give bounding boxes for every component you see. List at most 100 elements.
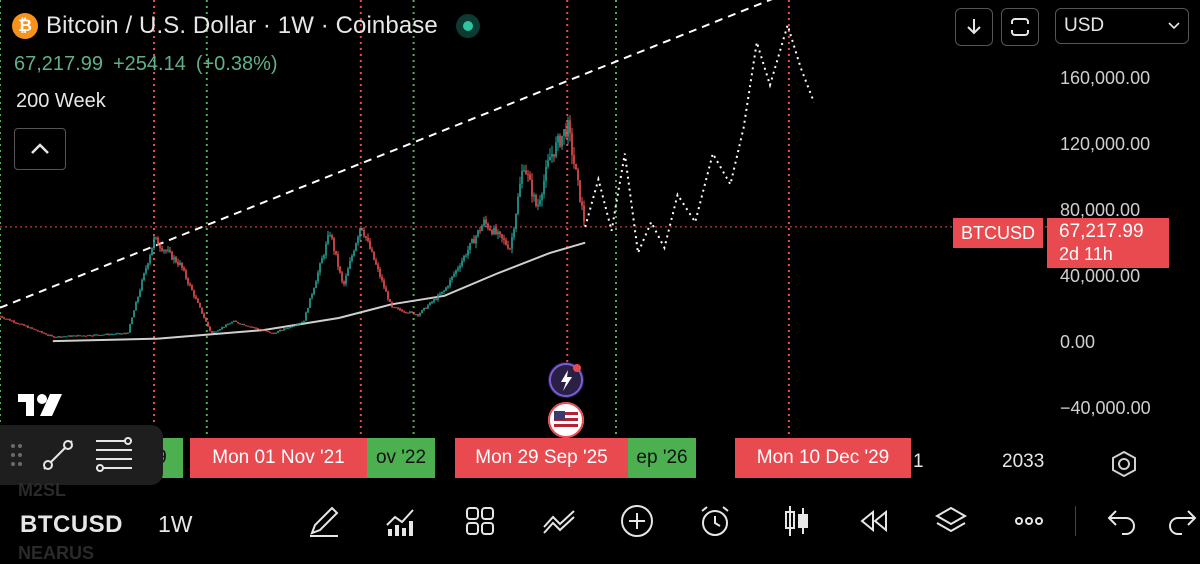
trendline[interactable] — [0, 0, 814, 309]
price-change-pct: (+0.38%) — [195, 53, 278, 75]
candle-body — [491, 230, 493, 235]
candle-body — [239, 323, 241, 325]
compare-icon[interactable] — [541, 503, 577, 539]
chevron-up-icon — [31, 143, 49, 154]
candle-body — [211, 331, 213, 333]
candle-body — [97, 334, 99, 336]
bitcoin-logo-icon: ₿ — [12, 13, 38, 39]
candle-body — [101, 334, 103, 336]
candle-body — [399, 308, 401, 311]
collapse-legend-button[interactable] — [14, 128, 66, 170]
us-flag-icon[interactable] — [548, 402, 584, 438]
interval-button[interactable]: 1W — [158, 511, 193, 537]
replay-icon[interactable] — [856, 503, 892, 539]
candles-icon[interactable] — [778, 503, 814, 539]
candle-body — [71, 335, 73, 337]
currency-select[interactable]: USD — [1055, 8, 1189, 44]
candle-body — [151, 247, 153, 256]
candle-body — [579, 180, 581, 202]
undo-icon[interactable] — [1104, 503, 1140, 539]
add-icon[interactable] — [619, 503, 655, 539]
ma-200-week-line — [52, 241, 586, 343]
price-tick: 80,000.00 — [1060, 200, 1141, 220]
candle-body — [33, 328, 35, 330]
candle-body — [461, 260, 463, 267]
candle-body — [207, 321, 209, 327]
candle-body — [67, 335, 69, 337]
candle-body — [321, 258, 323, 264]
chart-settings-icon[interactable] — [1110, 450, 1138, 478]
candle-body — [189, 283, 191, 286]
candle-body — [537, 204, 539, 207]
brush-icon[interactable] — [306, 503, 342, 539]
candle-body — [107, 333, 109, 335]
candle-body — [357, 236, 359, 244]
candle-body — [65, 336, 67, 338]
candle-body — [173, 257, 175, 260]
indicator-label[interactable]: 200 Week — [16, 90, 106, 112]
candle-body — [457, 268, 459, 271]
candle-body — [565, 129, 567, 137]
drawing-toolbar — [0, 425, 163, 485]
layouts-icon[interactable] — [462, 503, 498, 539]
candle-body — [547, 160, 549, 167]
candle-body — [555, 142, 557, 157]
candle-body — [223, 326, 225, 328]
price-quote: 67,217.99 +254.14 (+0.38%) — [14, 53, 278, 76]
candle-body — [193, 290, 195, 297]
candle-body — [469, 243, 471, 251]
fib-tool-icon[interactable] — [92, 435, 136, 475]
price-change: +254.14 — [112, 53, 186, 75]
candle-body — [431, 301, 433, 303]
candle-body — [359, 228, 361, 237]
candle-body — [19, 323, 21, 325]
candle-body — [445, 287, 447, 291]
candle-body — [279, 329, 281, 332]
symbol-title[interactable]: Bitcoin / U.S. Dollar · 1W · Coinbase — [46, 12, 438, 39]
candle-body — [231, 321, 233, 324]
candle-body — [179, 262, 181, 265]
candle-body — [31, 327, 33, 329]
price-chart[interactable] — [0, 0, 1200, 486]
market-status-icon[interactable] — [455, 14, 480, 38]
candle-body — [353, 250, 355, 256]
projection-path[interactable] — [584, 21, 815, 257]
more-icon[interactable] — [1011, 503, 1047, 539]
redo-icon[interactable] — [1164, 503, 1200, 539]
symbol-button[interactable]: BTCUSD — [20, 511, 123, 538]
alert-clock-icon[interactable] — [697, 503, 733, 539]
candle-body — [533, 194, 535, 197]
fullscreen-button[interactable] — [1001, 8, 1039, 46]
trendline-tool-icon[interactable] — [38, 435, 78, 475]
candle-body — [517, 196, 519, 215]
candle-body — [315, 281, 317, 289]
candle-body — [369, 240, 371, 249]
candle-body — [149, 255, 151, 264]
candle-body — [405, 311, 407, 313]
candle-body — [9, 319, 11, 321]
layers-icon[interactable] — [933, 503, 969, 539]
candle-body — [443, 290, 445, 292]
candle-body — [75, 335, 77, 337]
candle-body — [427, 305, 429, 309]
candle-body — [375, 259, 377, 265]
candle-body — [237, 322, 239, 324]
candle-body — [385, 287, 387, 292]
candle-body — [327, 235, 329, 244]
price-tick: 0.00 — [1060, 332, 1096, 352]
indicators-icon[interactable] — [383, 503, 419, 539]
candle-body — [489, 228, 491, 231]
candle-body — [5, 318, 7, 320]
time-label: 2033 — [1002, 451, 1045, 472]
candle-body — [183, 267, 185, 271]
drag-handle-icon[interactable] — [10, 441, 24, 469]
candle-body — [525, 170, 527, 174]
event-bolt-icon[interactable] — [548, 362, 584, 398]
candle-body — [531, 179, 533, 197]
bottom-toolbar: M2SL BTCUSD 1W NEARUS — [0, 480, 1200, 563]
download-button[interactable] — [955, 8, 993, 46]
candle-body — [417, 314, 419, 316]
candle-body — [139, 290, 141, 297]
candle-body — [103, 334, 105, 336]
candle-body — [15, 322, 17, 324]
